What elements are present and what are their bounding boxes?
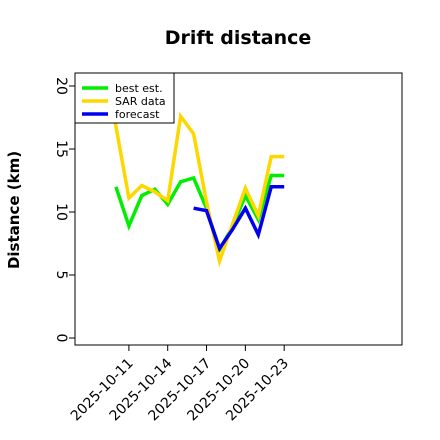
y-axis: 0 5 10 15 20 — [53, 77, 75, 342]
y-tick-label: 15 — [53, 140, 69, 158]
plot-frame — [74, 72, 403, 346]
x-axis: 2025-10-112025-10-142025-10-172025-10-20… — [68, 345, 292, 424]
series-line-sar-data — [102, 73, 285, 268]
series-line-forecast — [193, 185, 285, 253]
y-tick-label: 20 — [53, 77, 69, 95]
legend-label: best est. — [115, 82, 163, 95]
y-axis-label: Distance (km) — [5, 151, 23, 269]
series-layer — [102, 73, 285, 268]
legend-label: SAR data — [115, 95, 166, 108]
y-tick-label: 5 — [53, 271, 69, 280]
chart-title: Drift distance — [165, 27, 312, 49]
series-line-best-est — [114, 173, 285, 255]
y-tick-label: 10 — [53, 203, 69, 221]
legend-label: forecast — [115, 108, 160, 121]
y-tick-label: 0 — [53, 334, 69, 343]
